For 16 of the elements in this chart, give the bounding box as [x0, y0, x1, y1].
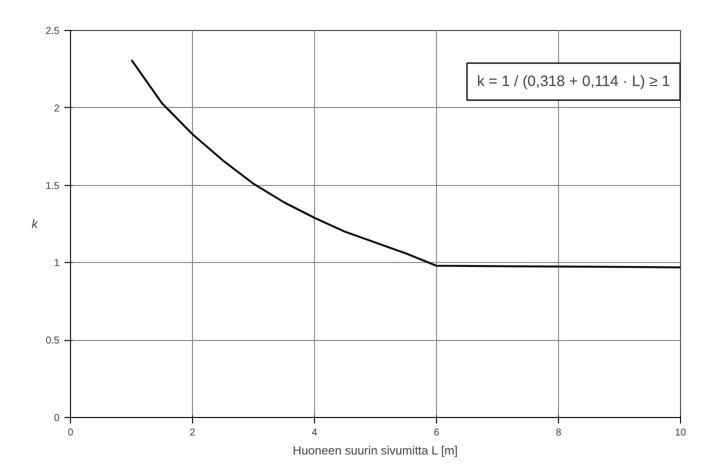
y-tick-label: 0	[54, 413, 60, 424]
x-tick-label: 2	[190, 428, 196, 438]
y-axis-title: k	[32, 217, 39, 231]
annotation: k = 1 / (0,318 + 0,114 · L) ≥ 1	[477, 73, 670, 90]
x-tick-label: 6	[434, 428, 440, 438]
y-tick-label: 1.5	[46, 180, 60, 192]
x-tick-label: 10	[674, 428, 686, 438]
y-tick-label: 1	[54, 258, 60, 270]
x-axis-title: Huoneen suurin sivumitta L [m]	[292, 444, 458, 458]
x-tick-label: 8	[556, 428, 562, 438]
x-tick-label: 0	[68, 428, 74, 438]
line-series	[130, 58, 680, 268]
y-tick-label: 0.5	[46, 336, 60, 347]
y-tick-label: 2.5	[46, 26, 60, 37]
x-tick-label: 4	[312, 428, 318, 438]
y-tick-label: 2	[54, 103, 60, 114]
